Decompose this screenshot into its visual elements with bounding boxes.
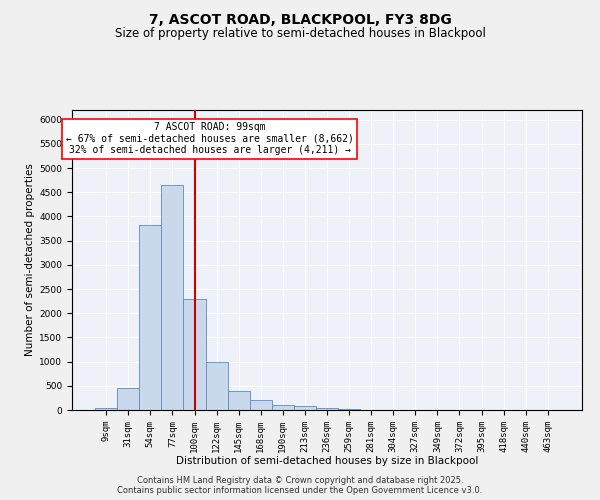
Bar: [117, 388, 139, 410]
Text: 7 ASCOT ROAD: 99sqm
← 67% of semi-detached houses are smaller (8,662)
32% of sem: 7 ASCOT ROAD: 99sqm ← 67% of semi-detach…: [66, 122, 353, 155]
Bar: [95, 408, 117, 410]
Bar: [316, 408, 338, 410]
Y-axis label: Number of semi-detached properties: Number of semi-detached properties: [25, 164, 35, 356]
Bar: [206, 362, 227, 410]
Bar: [250, 400, 272, 410]
Bar: [161, 185, 184, 410]
X-axis label: Distribution of semi-detached houses by size in Blackpool: Distribution of semi-detached houses by …: [176, 456, 478, 466]
Bar: [272, 405, 294, 410]
Bar: [184, 298, 206, 410]
Bar: [338, 409, 360, 410]
Bar: [294, 406, 316, 410]
Text: 7, ASCOT ROAD, BLACKPOOL, FY3 8DG: 7, ASCOT ROAD, BLACKPOOL, FY3 8DG: [149, 12, 451, 26]
Text: Size of property relative to semi-detached houses in Blackpool: Size of property relative to semi-detach…: [115, 28, 485, 40]
Text: Contains HM Land Registry data © Crown copyright and database right 2025.
Contai: Contains HM Land Registry data © Crown c…: [118, 476, 482, 495]
Bar: [227, 390, 250, 410]
Bar: [139, 225, 161, 410]
